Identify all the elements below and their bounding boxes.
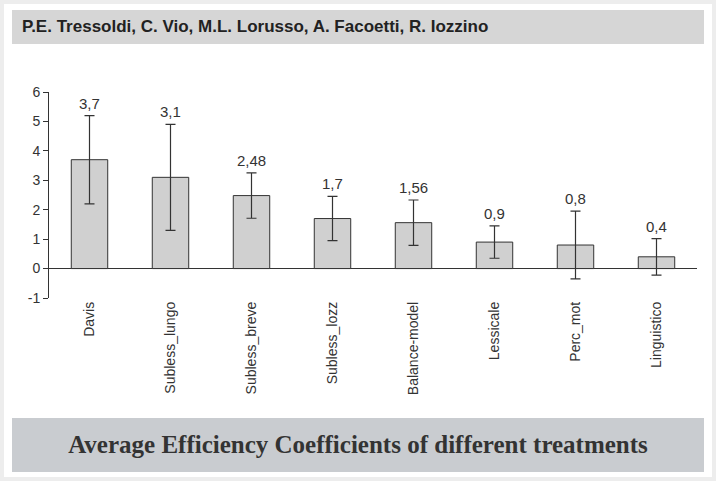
svg-text:0,9: 0,9 — [484, 205, 505, 222]
svg-text:Davis: Davis — [81, 302, 97, 337]
svg-text:5: 5 — [32, 113, 40, 129]
svg-text:2,48: 2,48 — [237, 152, 266, 169]
svg-text:6: 6 — [32, 84, 40, 100]
svg-text:1,7: 1,7 — [322, 175, 343, 192]
svg-text:2: 2 — [32, 202, 40, 218]
svg-text:Subless_lozz: Subless_lozz — [324, 302, 340, 385]
svg-text:4: 4 — [32, 143, 40, 159]
svg-text:Perc_mot: Perc_mot — [567, 302, 583, 362]
svg-text:0,8: 0,8 — [565, 190, 586, 207]
html-text:P.E. Tressoldi, C. Vio, M.L. L: P.E. Tressoldi, C. Vio, M.L. Lorusso, A.… — [22, 17, 489, 36]
svg-text:Subless_breve: Subless_breve — [243, 302, 259, 395]
svg-text:3,7: 3,7 — [79, 95, 100, 112]
svg-text:3,1: 3,1 — [160, 103, 181, 120]
svg-text:-1: -1 — [28, 290, 41, 306]
svg-text:0: 0 — [32, 260, 40, 276]
svg-text:3: 3 — [32, 172, 40, 188]
svg-text:Subless_lungo: Subless_lungo — [162, 302, 178, 394]
html-text:Average Efficiency Coefficient: Average Efficiency Coefficients of diffe… — [68, 431, 648, 458]
svg-text:Lessicale: Lessicale — [486, 302, 502, 361]
svg-text:0,4: 0,4 — [646, 218, 667, 235]
svg-text:Balance-model: Balance-model — [405, 302, 421, 395]
svg-text:Linguistico: Linguistico — [648, 302, 664, 368]
svg-text:1: 1 — [32, 231, 40, 247]
svg-text:1,56: 1,56 — [399, 179, 428, 196]
